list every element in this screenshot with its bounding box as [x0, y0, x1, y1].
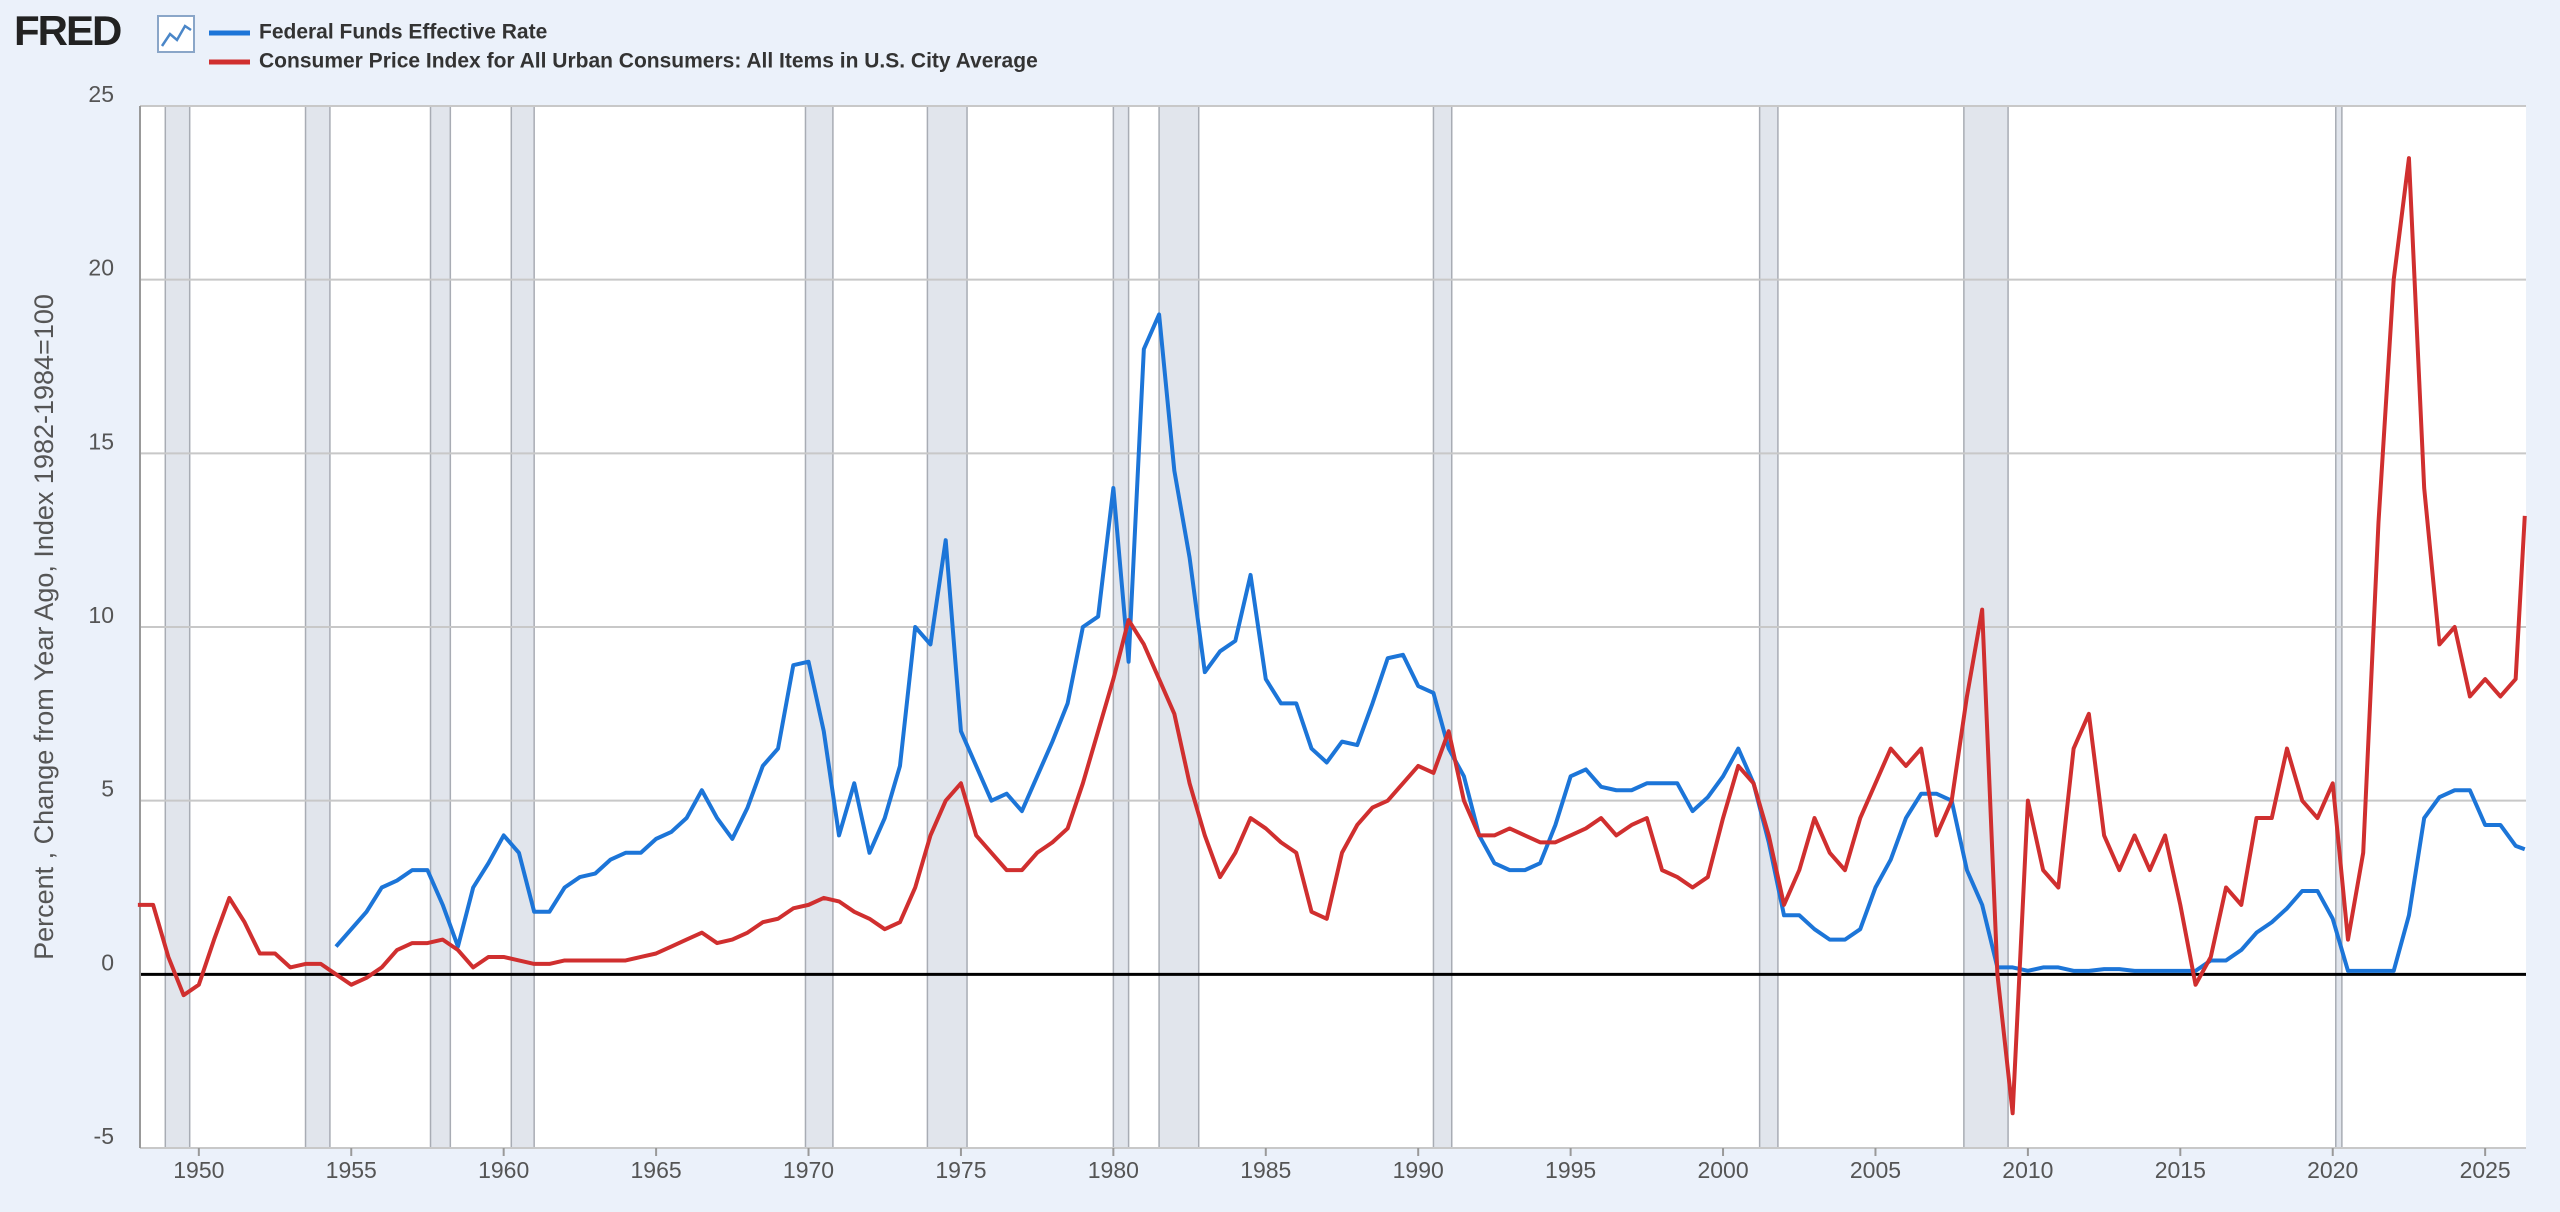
x-tick-label: 1990 [1393, 1157, 1444, 1183]
logo: FRED [14, 7, 195, 54]
logo-icon [157, 15, 195, 53]
x-tick-label: 1995 [1545, 1157, 1596, 1183]
x-tick-label: 1955 [326, 1157, 377, 1183]
x-tick-label: 2020 [2307, 1157, 2358, 1183]
x-tick-label: 2010 [2002, 1157, 2053, 1183]
x-tick-label: 1950 [173, 1157, 224, 1183]
x-tick-label: 1960 [478, 1157, 529, 1183]
legend-label: Consumer Price Index for All Urban Consu… [259, 50, 1038, 73]
x-tick-label: 1965 [631, 1157, 682, 1183]
y-tick-label: 0 [101, 949, 114, 975]
y-tick-label: 5 [101, 776, 114, 802]
series-line [137, 156, 2527, 1116]
y-tick-label: 15 [88, 428, 114, 454]
x-tick-label: 1980 [1088, 1157, 1139, 1183]
legend-label: Federal Funds Effective Rate [259, 21, 547, 44]
x-tick-label: 2000 [1697, 1157, 1748, 1183]
x-tick-label: 2015 [2155, 1157, 2206, 1183]
x-tick-label: 1970 [783, 1157, 834, 1183]
x-tick-label: 2005 [1850, 1157, 1901, 1183]
y-tick-label: 20 [88, 255, 114, 281]
plot [137, 105, 2527, 1156]
series-line [334, 312, 2526, 973]
legend: Federal Funds Effective Rate Consumer Pri… [209, 21, 1038, 73]
y-axis-title: Percent , Change from Year Ago, Index 19… [29, 294, 59, 960]
logo-icon-line [160, 24, 192, 47]
x-tick-label: 1985 [1240, 1157, 1291, 1183]
x-tick-label: 2025 [2460, 1157, 2511, 1183]
y-tick-label: 25 [88, 81, 114, 107]
y-tick-label: 10 [88, 602, 114, 628]
x-tick-label: 1975 [935, 1157, 986, 1183]
logo-text: FRED [14, 7, 121, 54]
y-tick-label: -5 [94, 1123, 114, 1149]
